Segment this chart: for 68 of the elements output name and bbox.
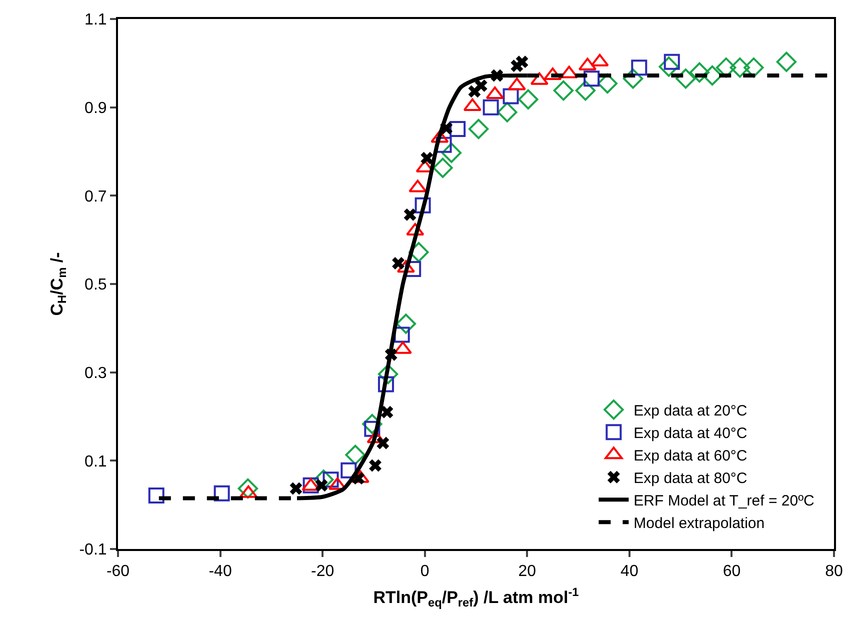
x-tick-label: 20 bbox=[518, 563, 536, 580]
point bbox=[238, 478, 258, 499]
x-tick-label: 80 bbox=[825, 563, 843, 580]
y-tick-label: 0.5 bbox=[84, 276, 107, 294]
point bbox=[378, 376, 394, 392]
y-tick-label: 1.1 bbox=[84, 12, 107, 29]
point bbox=[689, 62, 710, 83]
point bbox=[575, 80, 596, 101]
point bbox=[405, 260, 422, 277]
point bbox=[362, 414, 382, 434]
x-tick-label: -60 bbox=[106, 563, 130, 580]
legend-label: Exp data at 60°C bbox=[634, 448, 748, 464]
point bbox=[315, 479, 328, 492]
point bbox=[414, 197, 431, 214]
point bbox=[518, 89, 538, 110]
y-tick-label: 0.9 bbox=[84, 100, 107, 117]
y-tick-label: 0.7 bbox=[84, 188, 107, 206]
point bbox=[376, 436, 390, 450]
point bbox=[744, 57, 764, 78]
point bbox=[378, 364, 398, 384]
point bbox=[404, 208, 416, 221]
legend-label: ERF Model at T_ref = 20ºC bbox=[634, 492, 815, 510]
point bbox=[516, 56, 528, 68]
point bbox=[622, 68, 644, 89]
x-tick-label: 40 bbox=[620, 563, 638, 580]
x-tick-label: 60 bbox=[722, 563, 741, 580]
point bbox=[658, 56, 679, 77]
point bbox=[380, 406, 394, 418]
x-tick-label: 0 bbox=[420, 563, 430, 580]
legend-label: Model extrapolation bbox=[634, 515, 765, 532]
point bbox=[394, 326, 410, 343]
point bbox=[597, 73, 618, 94]
point bbox=[290, 482, 302, 495]
point bbox=[450, 120, 466, 137]
x-tick-label: -40 bbox=[208, 563, 232, 580]
point bbox=[396, 314, 416, 334]
point bbox=[702, 65, 722, 86]
point bbox=[148, 488, 164, 504]
legend-label: Exp data at 40°C bbox=[634, 425, 748, 442]
point bbox=[482, 99, 499, 116]
y-tick-label: 0.1 bbox=[84, 453, 107, 470]
point bbox=[553, 80, 574, 101]
point bbox=[369, 459, 382, 472]
point bbox=[502, 88, 519, 104]
y-tick-label: 0.3 bbox=[84, 364, 107, 382]
point bbox=[716, 57, 736, 78]
point bbox=[432, 158, 453, 178]
legend-label: Exp data at 20°C bbox=[634, 402, 748, 420]
point bbox=[631, 60, 648, 76]
x-axis-title: RTln(P$_{eq}$/P$_{ref}$) /L atm mol$^{-1}$ bbox=[373, 584, 580, 610]
point bbox=[730, 57, 750, 78]
point bbox=[468, 118, 489, 140]
point bbox=[408, 242, 429, 262]
point bbox=[345, 444, 366, 466]
point bbox=[420, 152, 434, 164]
point bbox=[544, 68, 562, 80]
point bbox=[214, 485, 230, 502]
point bbox=[776, 52, 797, 72]
point bbox=[676, 68, 696, 89]
y-tick-label: -0.1 bbox=[79, 542, 107, 559]
x-tick-label: -20 bbox=[311, 563, 334, 580]
legend-label: Exp data at 80°C bbox=[634, 470, 748, 487]
point bbox=[584, 70, 600, 87]
point bbox=[441, 142, 462, 163]
point bbox=[392, 257, 404, 270]
point bbox=[486, 86, 504, 100]
point bbox=[474, 79, 488, 92]
point bbox=[497, 102, 518, 122]
